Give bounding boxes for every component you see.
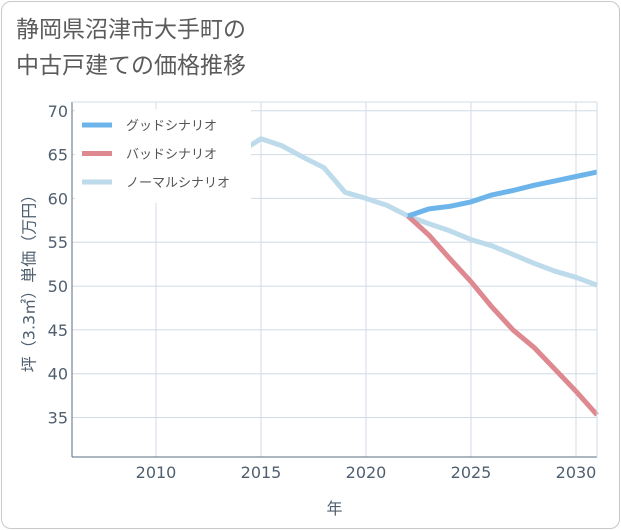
- series-line-good: [407, 169, 598, 219]
- axes: [71, 101, 598, 458]
- x-tick-label: 2020: [346, 463, 387, 482]
- y-tick-label: 55: [48, 233, 68, 252]
- y-tick-label: 50: [48, 277, 68, 296]
- x-axis-title: 年: [326, 499, 342, 518]
- chart-title-line-1: 静岡県沼津市大手町の: [16, 17, 246, 43]
- y-tick-label: 45: [48, 321, 68, 340]
- series-line-bad: [406, 214, 599, 417]
- x-tick-label: 2015: [241, 463, 282, 482]
- chart-title-line-2: 中古戸建ての価格推移: [16, 53, 246, 79]
- y-axis-title: 坪（3.3㎡）単価（万円）: [20, 187, 39, 372]
- y-tick-label: 60: [48, 189, 68, 208]
- tick-labels: 2010 2015 2020 2025 2030 35 40 45 50 55 60 65 70: [48, 102, 597, 482]
- legend-label-normal: ノーマルシナリオ: [126, 176, 230, 191]
- y-tick-label: 40: [48, 365, 68, 384]
- x-tick-label: 2025: [451, 463, 492, 482]
- legend-label-bad: バッドシナリオ: [126, 148, 217, 163]
- x-tick-label: 2010: [136, 463, 177, 482]
- y-tick-label: 65: [48, 146, 68, 165]
- y-tick-label: 70: [48, 102, 68, 121]
- x-tick-label: 2030: [556, 463, 597, 482]
- chart-title: 静岡県沼津市大手町の 中古戸建ての価格推移: [16, 12, 246, 84]
- y-tick-label: 35: [48, 409, 68, 428]
- legend-label-good: グッドシナリオ: [126, 119, 217, 134]
